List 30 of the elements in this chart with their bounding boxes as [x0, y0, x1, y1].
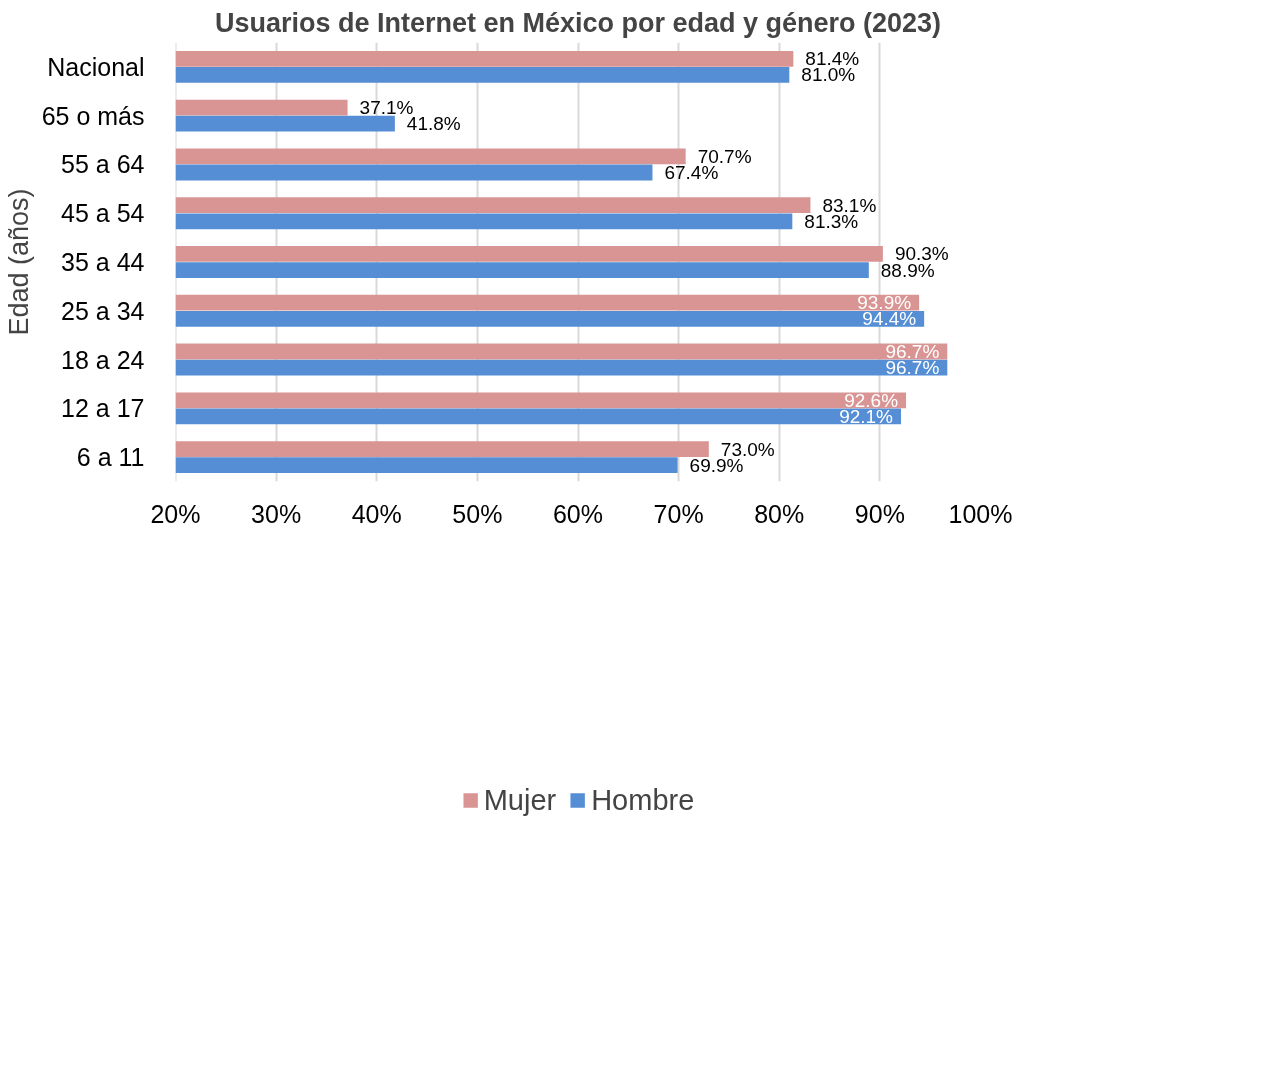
- y-tick-label: 35 a 44: [61, 248, 145, 276]
- y-tick-label: 25 a 34: [61, 296, 145, 325]
- legend-label: Hombre: [591, 783, 695, 817]
- x-tick-label: 80%: [754, 499, 805, 528]
- x-tick-label: 30%: [251, 499, 302, 528]
- data-label: 73.0%: [720, 438, 775, 460]
- x-tick-label: 100%: [948, 499, 1013, 528]
- y-tick-label: 12 a 17: [61, 394, 145, 423]
- x-tick-label: 20%: [150, 499, 201, 528]
- data-label: 92.6%: [844, 389, 899, 411]
- y-tick-label: Nacional: [47, 52, 145, 81]
- x-tick-label: 40%: [351, 499, 402, 528]
- chart-title: Usuarios de Internet en México por edad y género (2023): [214, 7, 942, 38]
- y-tick-label: 55 a 64: [61, 150, 145, 179]
- y-tick-label: 45 a 54: [61, 199, 145, 228]
- legend-label: Mujer: [483, 783, 557, 817]
- x-tick-label: 90%: [854, 499, 905, 528]
- y-axis-title: Edad (años): [3, 188, 34, 336]
- data-label: 81.0%: [801, 64, 856, 86]
- y-tick-label: 6 a 11: [76, 443, 145, 472]
- x-tick-label: 70%: [653, 499, 704, 528]
- x-tick-label: 50%: [452, 499, 503, 528]
- data-label: 70.7%: [697, 145, 752, 167]
- data-label: 96.7%: [885, 357, 940, 379]
- data-label: 41.8%: [406, 113, 461, 135]
- data-label: 83.1%: [822, 194, 877, 216]
- y-tick-label: 65 o más: [41, 101, 145, 130]
- data-label: 94.4%: [862, 308, 917, 330]
- y-tick-label: 18 a 24: [61, 345, 145, 374]
- x-tick-label: 60%: [552, 499, 604, 528]
